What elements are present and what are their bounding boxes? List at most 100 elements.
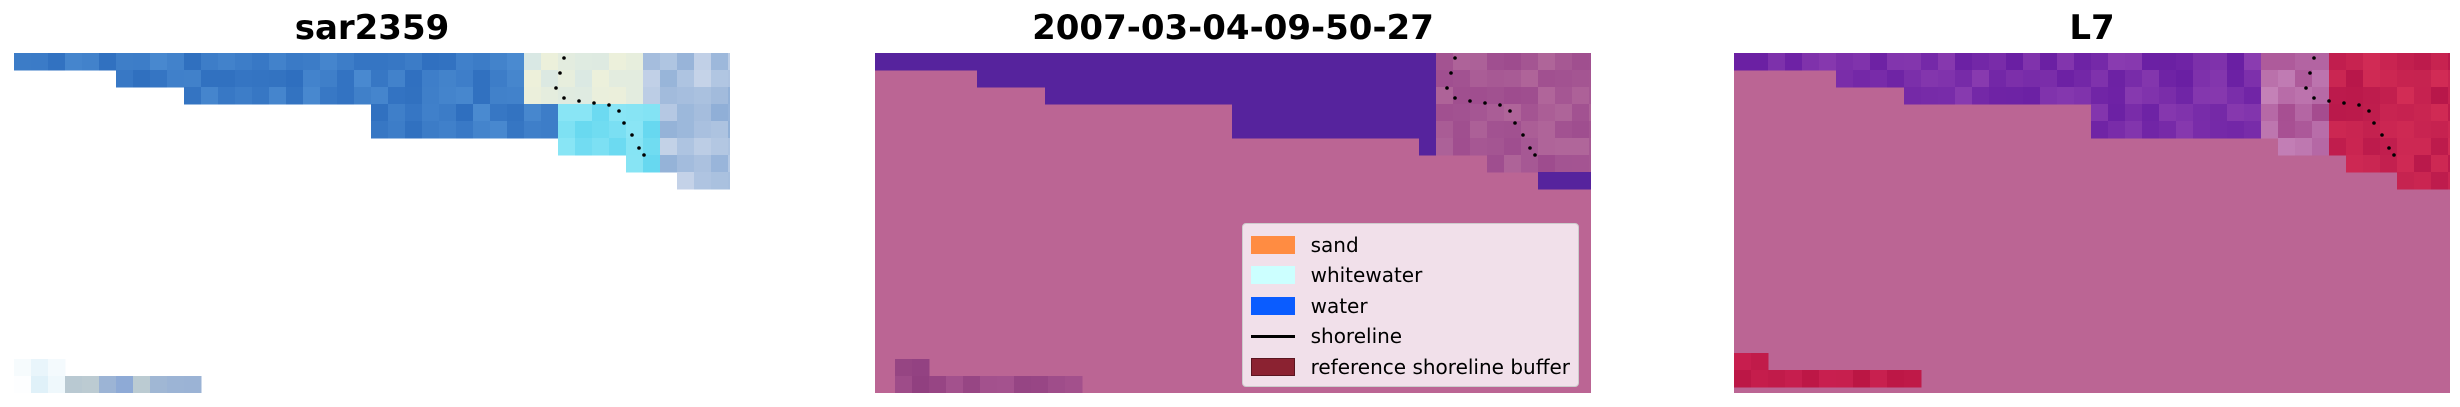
pixel xyxy=(2091,121,2109,139)
pixel xyxy=(1853,53,1871,71)
legend-item-shoreline: shoreline xyxy=(1250,321,1570,352)
pixel xyxy=(660,121,678,139)
pixel xyxy=(1334,70,1352,88)
pixel xyxy=(2414,104,2432,122)
pixel xyxy=(524,70,542,88)
pixel xyxy=(592,104,610,122)
shoreline-dots xyxy=(1445,56,1537,157)
pixel xyxy=(558,70,576,88)
pixel xyxy=(694,155,712,173)
pixel xyxy=(609,138,627,156)
pixel xyxy=(388,53,406,71)
pixel xyxy=(235,87,253,105)
pixel xyxy=(1904,87,1922,105)
pixel xyxy=(2431,104,2449,122)
pixel xyxy=(575,70,593,88)
pixel xyxy=(2227,70,2245,88)
pixel xyxy=(524,121,542,139)
pixel xyxy=(1283,87,1301,105)
pixel xyxy=(2397,172,2415,190)
pixel xyxy=(541,87,559,105)
pixel xyxy=(1147,53,1165,71)
pixel xyxy=(2040,87,2058,105)
legend-swatch-shoreline xyxy=(1250,334,1295,338)
pixel xyxy=(2346,104,2364,122)
pixel xyxy=(1504,104,1522,122)
pixel xyxy=(31,53,49,71)
pixel xyxy=(926,53,944,71)
pixel xyxy=(405,53,423,71)
pixel xyxy=(1504,87,1522,105)
pixel xyxy=(2312,70,2330,88)
pixel xyxy=(2295,104,2313,122)
pixel xyxy=(150,53,168,71)
pixel xyxy=(1972,53,1990,71)
pixel xyxy=(2278,121,2296,139)
pixel xyxy=(1836,70,1854,88)
pixel xyxy=(711,70,729,88)
pixel xyxy=(895,376,913,393)
pixel xyxy=(592,53,610,71)
pixel xyxy=(2363,104,2381,122)
pixel xyxy=(1538,87,1556,105)
pixel xyxy=(1096,87,1114,105)
pixel xyxy=(1921,87,1939,105)
pixel xyxy=(1062,53,1080,71)
pixel xyxy=(48,359,66,377)
pixel xyxy=(1453,70,1471,88)
pixel xyxy=(2091,104,2109,122)
pixel xyxy=(388,87,406,105)
pixel xyxy=(1751,353,1769,371)
pixel xyxy=(1802,53,1820,71)
pixel xyxy=(252,70,270,88)
pixel xyxy=(2057,87,2075,105)
pixel xyxy=(2074,87,2092,105)
pixel xyxy=(1470,87,1488,105)
pixel xyxy=(2295,87,2313,105)
pixel xyxy=(1215,70,1233,88)
pixel xyxy=(711,53,729,71)
pixel xyxy=(541,53,559,71)
pixel xyxy=(1283,121,1301,139)
pixel xyxy=(490,121,508,139)
pixel xyxy=(371,104,389,122)
pixel xyxy=(218,70,236,88)
pixel xyxy=(643,121,661,139)
pixel xyxy=(507,70,525,88)
pixel xyxy=(2176,53,2194,71)
pixel xyxy=(2346,138,2364,156)
pixel xyxy=(728,155,730,173)
pixel xyxy=(997,376,1015,393)
pixel xyxy=(167,376,185,393)
pixel xyxy=(1887,53,1905,71)
pixel xyxy=(473,104,491,122)
pixel xyxy=(1989,70,2007,88)
pixel xyxy=(2278,87,2296,105)
pixel xyxy=(2074,70,2092,88)
pixel xyxy=(980,376,998,393)
pixel xyxy=(2448,155,2450,173)
pixel xyxy=(2363,155,2381,173)
pixel xyxy=(558,104,576,122)
panel-title: sar2359 xyxy=(294,8,450,48)
pixel xyxy=(541,70,559,88)
pixel xyxy=(303,53,321,71)
pixel xyxy=(1521,87,1539,105)
pixel xyxy=(490,70,508,88)
pixel xyxy=(1555,121,1573,139)
pixel xyxy=(1504,138,1522,156)
pixel xyxy=(320,87,338,105)
pixel xyxy=(558,121,576,139)
pixel xyxy=(1028,70,1046,88)
pixel xyxy=(1751,370,1769,388)
pixel xyxy=(1113,70,1131,88)
pixel xyxy=(677,70,695,88)
pixel xyxy=(2448,53,2450,71)
pixel xyxy=(2023,53,2041,71)
pixel xyxy=(354,70,372,88)
pixel xyxy=(1300,53,1318,71)
pixel xyxy=(2142,121,2160,139)
pixel xyxy=(2448,138,2450,156)
pixel xyxy=(541,104,559,122)
pixel xyxy=(1351,70,1369,88)
